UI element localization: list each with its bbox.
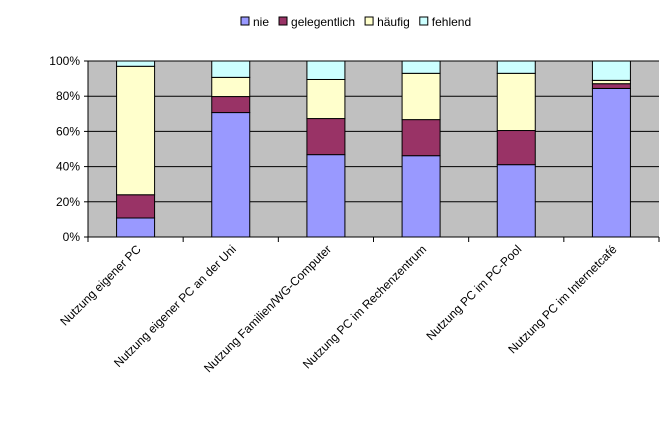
- bar-segment-fehlend: [211, 60, 251, 78]
- y-tick-label: 40%: [56, 160, 80, 174]
- bar-segment-nie: [306, 154, 346, 238]
- x-tick-label: Nutzung eigener PC: [57, 242, 144, 329]
- y-tick-label: 20%: [56, 195, 80, 209]
- bar-segment-fehlend: [591, 60, 631, 81]
- bar-segment-nie: [401, 155, 441, 238]
- plot-area: [88, 61, 659, 237]
- legend-swatch-fehlend: [419, 16, 429, 26]
- legend-swatch-nie: [240, 16, 250, 26]
- legend: nie gelegentlich häufig fehlend: [240, 15, 471, 29]
- bar-segment-nie: [496, 164, 536, 238]
- legend-label: gelegentlich: [291, 15, 355, 29]
- bar-segment-häufig: [401, 72, 441, 121]
- legend-label: häufig: [377, 15, 410, 29]
- bar-segment-häufig: [116, 65, 156, 196]
- x-tick-label: Nutzung PC im Internetcafé: [505, 242, 619, 356]
- bar-segment-gelegentlich: [496, 130, 536, 166]
- legend-label: fehlend: [432, 15, 471, 29]
- bar-segment-häufig: [591, 79, 631, 85]
- bar-segment-nie: [116, 217, 156, 238]
- legend-swatch-gelegentlich: [278, 16, 288, 26]
- bar-segment-nie: [211, 112, 251, 238]
- legend-label: nie: [253, 15, 269, 29]
- x-tick-label: Nutzung PC im PC-Pool: [423, 242, 524, 343]
- y-tick-label: 80%: [56, 89, 80, 103]
- bar-segment-fehlend: [306, 60, 346, 80]
- bar-segment-gelegentlich: [211, 96, 251, 114]
- y-tick-label: 0%: [63, 230, 81, 244]
- bar-segment-gelegentlich: [306, 118, 346, 156]
- bar-segment-häufig: [306, 78, 346, 120]
- legend-swatch-häufig: [364, 16, 374, 26]
- bar-segment-gelegentlich: [401, 119, 441, 157]
- bar-segment-gelegentlich: [116, 194, 156, 219]
- y-tick-label: 60%: [56, 124, 80, 138]
- bar-segment-gelegentlich: [591, 83, 631, 89]
- bar-segment-fehlend: [496, 60, 536, 74]
- bar-segment-fehlend: [401, 60, 441, 74]
- y-tick-label: 100%: [49, 54, 80, 68]
- bar-segment-häufig: [211, 76, 251, 98]
- bar-segment-häufig: [496, 72, 536, 132]
- bar-segment-fehlend: [116, 60, 156, 67]
- bar-segment-nie: [591, 87, 631, 238]
